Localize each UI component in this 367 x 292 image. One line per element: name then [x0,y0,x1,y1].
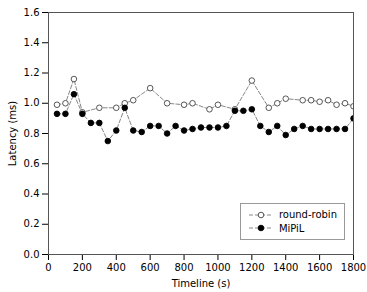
svg-text:1.2: 1.2 [24,67,40,78]
svg-text:1600: 1600 [307,262,332,273]
svg-text:1800: 1800 [341,262,366,273]
svg-text:0.8: 0.8 [24,128,40,139]
svg-text:800: 800 [175,262,194,273]
svg-text:Latency (ms): Latency (ms) [7,101,18,167]
svg-text:0.6: 0.6 [24,158,40,169]
html-text:MiPiL: MiPiL [278,222,305,234]
svg-text:Timeline (s): Timeline (s) [171,278,231,289]
svg-text:0.4: 0.4 [24,188,40,199]
svg-text:600: 600 [141,262,160,273]
svg-text:1200: 1200 [239,262,264,273]
html-text:round-robin: round-robin [278,209,337,220]
svg-text:1400: 1400 [273,262,298,273]
svg-text:1.6: 1.6 [24,7,40,18]
svg-text:0.2: 0.2 [24,218,40,229]
svg-text:0: 0 [45,262,51,273]
svg-text:200: 200 [73,262,92,273]
svg-text:400: 400 [107,262,126,273]
svg-text:0.0: 0.0 [24,249,40,260]
svg-text:1000: 1000 [205,262,230,273]
svg-text:1.4: 1.4 [24,37,40,48]
svg-text:1.0: 1.0 [24,97,40,108]
